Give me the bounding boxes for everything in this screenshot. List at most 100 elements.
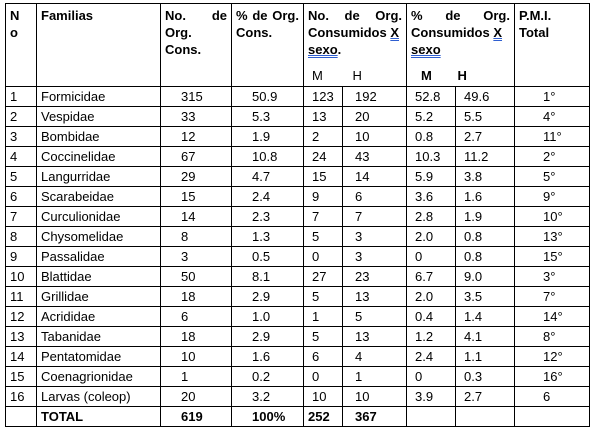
- table-row: 16 Larvas (coleop) 20 3.2 10 10 3.9 2.7 6: [5, 386, 590, 407]
- cell-pct: 50.9: [231, 86, 304, 107]
- cell-familia: Passalidae: [36, 246, 161, 267]
- table-row: 14 Pentatomidae 10 1.6 6 4 2.4 1.1 12°: [5, 346, 590, 367]
- cell-h: 3: [342, 246, 407, 267]
- cell-pct-m: 1.2: [406, 326, 456, 347]
- total-empty-pm: [406, 406, 456, 427]
- cell-pct-h: 11.2: [455, 146, 515, 167]
- cell-h: 10: [342, 386, 407, 407]
- cell-pct: 1.6: [231, 346, 304, 367]
- cell-pct-m: 10.3: [406, 146, 456, 167]
- total-row: TOTAL 619 100% 252 367: [5, 406, 590, 427]
- cell-pmi: 15°: [514, 246, 590, 267]
- header-pct-consumidos-line2: Consumidos X: [411, 24, 510, 41]
- cell-h: 13: [342, 326, 407, 347]
- subheader-pct-m: M: [406, 66, 456, 87]
- cell-m: 15: [303, 166, 343, 187]
- header-consumidos-line1: No. de Org.: [308, 8, 402, 23]
- header-pmi-line2: Total: [519, 25, 550, 40]
- cell-familia: Curculionidae: [36, 206, 161, 227]
- header-pct-consumidos-x: X: [493, 25, 503, 40]
- cell-cons: 15: [160, 186, 232, 207]
- cell-pmi: 11°: [514, 126, 590, 147]
- table-row: 5 Langurridae 29 4.7 15 14 5.9 3.8 5°: [5, 166, 590, 187]
- cell-cons: 6: [160, 306, 232, 327]
- cell-pct: 2.3: [231, 206, 304, 227]
- header-pct-consumidos-line1: % de Org.: [411, 8, 510, 23]
- total-pct: 100%: [231, 406, 304, 427]
- cell-m: 1: [303, 306, 343, 327]
- header-row: N o Familias No. de Org. Cons. % de Org.…: [5, 3, 590, 67]
- header-familias: Familias: [36, 3, 161, 67]
- cell-pct: 2.9: [231, 326, 304, 347]
- cell-cons: 12: [160, 126, 232, 147]
- header-consumidos-line2: Consumidos X: [308, 24, 402, 41]
- subheader-h: H: [342, 66, 407, 87]
- table-row: 11 Grillidae 18 2.9 5 13 2.0 3.5 7°: [5, 286, 590, 307]
- cell-no: 16: [5, 386, 37, 407]
- header-no: N o: [5, 3, 37, 67]
- cell-pct: 4.7: [231, 166, 304, 187]
- subheader-pct-h: H: [455, 66, 515, 87]
- cell-pct: 5.3: [231, 106, 304, 127]
- cell-h: 14: [342, 166, 407, 187]
- table-row: 13 Tabanidae 18 2.9 5 13 1.2 4.1 8°: [5, 326, 590, 347]
- cell-pct-m: 0.4: [406, 306, 456, 327]
- cell-m: 5: [303, 286, 343, 307]
- cell-pmi: 10°: [514, 206, 590, 227]
- cell-m: 27: [303, 266, 343, 287]
- cell-pmi: 16°: [514, 366, 590, 387]
- total-cons: 619: [160, 406, 232, 427]
- header-pmi-line1: P.M.I.: [519, 8, 552, 23]
- cell-familia: Acrididae: [36, 306, 161, 327]
- cell-pct: 3.2: [231, 386, 304, 407]
- cell-pct: 8.1: [231, 266, 304, 287]
- total-label: TOTAL: [36, 406, 161, 427]
- cell-pct-h: 0.3: [455, 366, 515, 387]
- cell-pmi: 4°: [514, 106, 590, 127]
- total-h: 367: [342, 406, 407, 427]
- cell-pct: 0.5: [231, 246, 304, 267]
- cell-m: 2: [303, 126, 343, 147]
- total-m: 252: [303, 406, 343, 427]
- cell-h: 13: [342, 286, 407, 307]
- cell-pct: 1.0: [231, 306, 304, 327]
- table-row: 4 Coccinelidae 67 10.8 24 43 10.3 11.2 2°: [5, 146, 590, 167]
- header-no-label: N o: [10, 8, 20, 40]
- table-row: 8 Chysomelidae 8 1.3 5 3 2.0 0.8 13°: [5, 226, 590, 247]
- subheader-m: M: [303, 66, 343, 87]
- cell-cons: 3: [160, 246, 232, 267]
- cell-pct-m: 6.7: [406, 266, 456, 287]
- cell-cons: 14: [160, 206, 232, 227]
- header-pct-consumidos-word: Consumidos: [411, 25, 494, 40]
- cell-no: 7: [5, 206, 37, 227]
- cell-no: 4: [5, 146, 37, 167]
- cell-familia: Coccinelidae: [36, 146, 161, 167]
- cell-no: 12: [5, 306, 37, 327]
- cell-no: 15: [5, 366, 37, 387]
- cell-no: 9: [5, 246, 37, 267]
- cell-familia: Bombidae: [36, 126, 161, 147]
- table-row: 12 Acrididae 6 1.0 1 5 0.4 1.4 14°: [5, 306, 590, 327]
- cell-cons: 50: [160, 266, 232, 287]
- families-table: N o Familias No. de Org. Cons. % de Org.…: [5, 3, 590, 427]
- header-consumidos-x: X: [390, 25, 400, 40]
- cell-pmi: 3°: [514, 266, 590, 287]
- header-consumidos-line3: sexo.: [308, 41, 402, 58]
- table-row: 10 Blattidae 50 8.1 27 23 6.7 9.0 3°: [5, 266, 590, 287]
- table-row: 6 Scarabeidae 15 2.4 9 6 3.6 1.6 9°: [5, 186, 590, 207]
- header-pct-consumidos-sexo-word: sexo: [411, 42, 441, 57]
- cell-pct-h: 9.0: [455, 266, 515, 287]
- cell-m: 5: [303, 226, 343, 247]
- cell-pct: 2.9: [231, 286, 304, 307]
- cell-m: 7: [303, 206, 343, 227]
- table-row: 7 Curculionidae 14 2.3 7 7 2.8 1.9 10°: [5, 206, 590, 227]
- header-pct-org-cons-label: % de Org. Cons.: [236, 8, 299, 40]
- cell-cons: 18: [160, 326, 232, 347]
- cell-pct-h: 1.4: [455, 306, 515, 327]
- cell-cons: 20: [160, 386, 232, 407]
- cell-m: 0: [303, 246, 343, 267]
- cell-cons: 8: [160, 226, 232, 247]
- cell-pct-m: 2.0: [406, 226, 456, 247]
- total-empty-ph: [455, 406, 515, 427]
- cell-m: 0: [303, 366, 343, 387]
